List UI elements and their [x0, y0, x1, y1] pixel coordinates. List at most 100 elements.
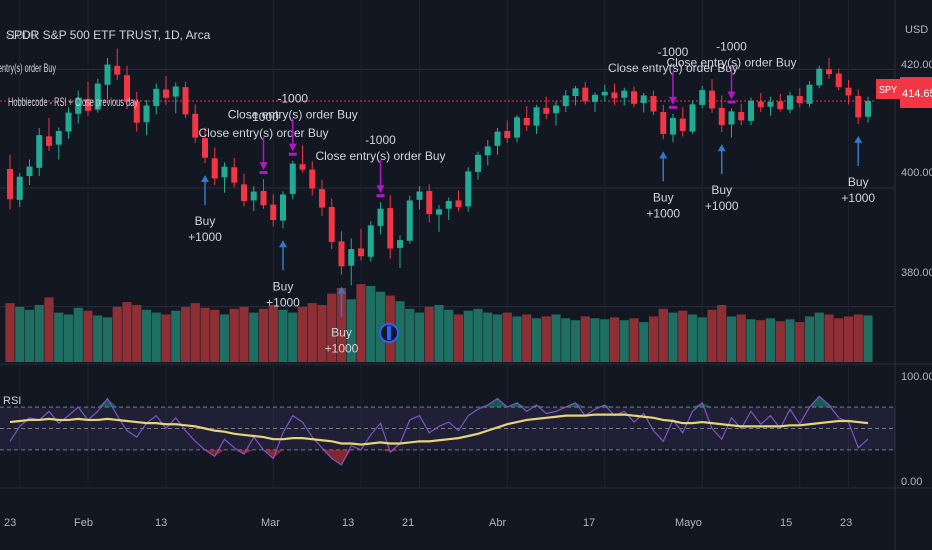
- volume-bar: [200, 307, 210, 362]
- volume-bars: [5, 284, 873, 362]
- candle-body: [777, 101, 784, 110]
- volume-bar: [268, 305, 278, 362]
- candle-body: [338, 241, 345, 267]
- volume-bar: [414, 312, 425, 362]
- volume-bar: [746, 319, 756, 362]
- close-marker: [288, 152, 297, 156]
- candle-body: [621, 90, 628, 98]
- rsi-overbought-fill: [517, 402, 527, 408]
- candle-body: [36, 135, 43, 168]
- volume-bar: [63, 314, 74, 362]
- candle-body: [689, 104, 696, 132]
- volume-bar: [453, 314, 464, 362]
- candle-body: [445, 201, 452, 209]
- time-tick-label: 17: [583, 517, 595, 529]
- candle-body: [748, 100, 754, 121]
- candle-body: [231, 167, 238, 183]
- volume-bar: [210, 309, 220, 362]
- price-tick-label: 380.00: [901, 267, 932, 279]
- rsi-line: [9, 395, 869, 466]
- volume-bar: [726, 316, 737, 362]
- candle-body: [475, 154, 481, 172]
- candle-body: [494, 131, 501, 146]
- volume-bar: [697, 317, 707, 362]
- candle-body: [796, 96, 803, 104]
- volume-bar: [736, 314, 746, 362]
- buy-arrow-head: [279, 240, 287, 248]
- volume-bar: [687, 314, 698, 362]
- rsi-oversold-fill: [322, 449, 332, 459]
- candle-body: [104, 64, 111, 85]
- time-axis[interactable]: 23 Feb 13 Mar 13 21 Abr 17 Mayo 15 23: [4, 517, 852, 529]
- candle-body: [845, 87, 852, 96]
- candle-body: [133, 101, 140, 123]
- candle-body: [738, 112, 745, 121]
- buy-label: Buy: [331, 326, 352, 340]
- volume-bar: [561, 318, 571, 362]
- close-label: Close entry(s) order Buy: [608, 61, 738, 75]
- overlay-glitch-text: -1000: [6, 28, 37, 42]
- candle-body: [504, 131, 511, 139]
- close-marker: [727, 100, 736, 104]
- candle-body: [640, 95, 647, 104]
- candle-body: [709, 90, 715, 109]
- candle-body: [533, 107, 540, 126]
- rsi-overbought-fill: [107, 398, 118, 408]
- candle-body: [358, 248, 364, 257]
- close-arrow-head: [727, 91, 736, 100]
- currency-label: USD: [905, 24, 928, 36]
- candle-body: [767, 101, 774, 107]
- volume-bar: [717, 305, 727, 362]
- buy-arrow-head: [854, 135, 863, 143]
- volume-bar: [229, 308, 239, 362]
- price-candles[interactable]: [7, 48, 871, 286]
- time-tick-label: 13: [342, 517, 354, 529]
- volume-bar: [580, 316, 590, 362]
- volume-bar: [258, 308, 269, 362]
- volume-bar: [629, 318, 639, 362]
- volume-bar: [307, 303, 317, 362]
- candle-body: [16, 176, 23, 200]
- time-tick-label: Abr: [489, 517, 506, 529]
- symbol-title[interactable]: SPDR S&P 500 ETF TRUST, 1D, Arca: [6, 28, 211, 42]
- volume-bar: [180, 306, 191, 362]
- close-marker: [669, 105, 677, 109]
- volume-bar: [609, 317, 620, 362]
- close-label: Close entry(s) order Buy: [666, 55, 796, 69]
- close-arrow-head: [669, 96, 677, 105]
- rsi-oversold-fill: [331, 449, 342, 465]
- volume-bar: [824, 314, 834, 362]
- volume-bar: [522, 314, 532, 362]
- volume-bar: [648, 316, 659, 362]
- rsi-overbought-fill: [702, 402, 712, 408]
- volume-bar: [551, 314, 561, 362]
- close-arrow-head: [288, 143, 297, 152]
- strategy-label[interactable]: Hobbiecode - RSI + Close previous day: [8, 95, 138, 109]
- close-qty-label: -1000: [365, 133, 396, 147]
- close-qty-label: -1000: [716, 39, 747, 53]
- buy-label: Buy: [273, 279, 294, 293]
- candle-body: [46, 136, 52, 146]
- candle-body: [514, 117, 520, 138]
- volume-bar: [151, 312, 161, 362]
- volume-bar: [668, 312, 678, 362]
- volume-bar: [93, 315, 103, 362]
- buy-arrow-head: [717, 144, 726, 152]
- rsi-oversold-fill: [380, 449, 391, 453]
- buy-label: Buy: [195, 214, 216, 228]
- last-price-badge[interactable]: [900, 77, 932, 108]
- rsi-tick-label: 0.00: [901, 476, 922, 488]
- volume-bar: [346, 299, 356, 362]
- volume-bar: [707, 309, 717, 362]
- ticker-badge[interactable]: [876, 79, 900, 99]
- volume-bar: [502, 312, 512, 362]
- rsi-label[interactable]: RSI: [3, 395, 21, 407]
- buy-qty-label: +1000: [325, 342, 359, 356]
- rsi-panel[interactable]: [0, 406, 895, 451]
- volume-bar: [863, 315, 873, 362]
- volume-bar: [785, 319, 795, 362]
- time-tick-label: Feb: [74, 517, 93, 529]
- candle-body: [377, 208, 384, 226]
- last-price-text: 414.65: [902, 88, 932, 100]
